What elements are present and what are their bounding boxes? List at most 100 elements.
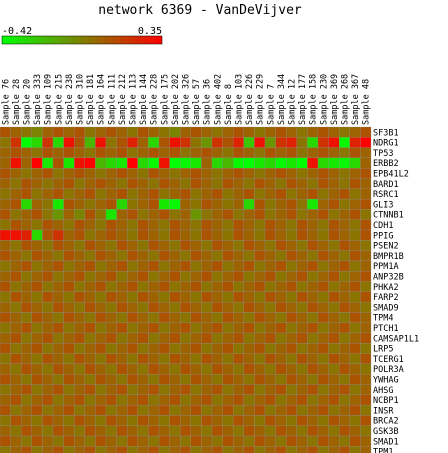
heatmap-cell: [95, 209, 107, 220]
heatmap-cell: [10, 271, 22, 282]
heatmap-cell: [339, 281, 350, 292]
heatmap-cell: [74, 301, 85, 313]
heatmap-cell: [211, 343, 223, 354]
heatmap-cell: [95, 435, 107, 447]
row-label: SMAD9: [373, 303, 399, 313]
column-label: Sample 28: [12, 79, 22, 125]
heatmap-cell: [169, 240, 181, 251]
heatmap-cell: [116, 250, 128, 262]
heatmap-cell: [158, 137, 170, 148]
heatmap-cell: [74, 137, 85, 148]
heatmap-cell: [275, 271, 287, 282]
heatmap-cell: [42, 178, 54, 189]
heatmap-cell: [63, 198, 75, 210]
heatmap-cell: [190, 219, 202, 231]
column-label: Sample 103: [235, 74, 245, 125]
heatmap-cell: [222, 415, 234, 426]
heatmap-cell: [360, 394, 372, 406]
heatmap-cell: [95, 198, 107, 210]
heatmap-cell: [31, 240, 43, 251]
heatmap-cell: [211, 374, 223, 385]
row-labels: SF3B1NDRG1TP53ERBB2EPB41L2BARD1RSRC1GLI3…: [373, 128, 419, 453]
heatmap-cell: [264, 384, 276, 395]
heatmap-cell: [254, 219, 266, 231]
heatmap-cell: [360, 157, 372, 169]
heatmap-cell: [169, 126, 181, 138]
heatmap-cell: [63, 291, 75, 303]
heatmap-cell: [349, 343, 361, 354]
heatmap-cell: [264, 343, 276, 354]
heatmap-cell: [105, 363, 117, 375]
heatmap-cell: [42, 240, 54, 251]
heatmap-cell: [116, 394, 128, 406]
heatmap-cell: [137, 271, 149, 282]
heatmap-cell: [275, 229, 287, 241]
heatmap-cell: [360, 301, 372, 313]
heatmap-cell: [84, 353, 96, 365]
heatmap-cell: [52, 137, 64, 148]
heatmap-cell: [254, 240, 266, 251]
heatmap-cell: [84, 240, 96, 251]
heatmap-cell: [84, 147, 96, 159]
heatmap-cell: [158, 353, 170, 365]
heatmap-cell: [148, 281, 160, 292]
heatmap-cell: [84, 229, 96, 241]
heatmap-cell: [275, 322, 287, 334]
heatmap-cell: [127, 188, 138, 200]
heatmap-cell: [286, 147, 297, 159]
heatmap-cell: [360, 240, 372, 251]
heatmap-cell: [243, 240, 255, 251]
heatmap-cell: [317, 312, 329, 323]
heatmap-cell: [317, 250, 329, 262]
heatmap-cell: [84, 343, 96, 354]
heatmap-cell: [296, 209, 308, 220]
heatmap-cell: [286, 425, 297, 437]
heatmap-cell: [0, 198, 11, 210]
heatmap-cell: [180, 415, 191, 426]
heatmap-cell: [264, 147, 276, 159]
heatmap-cell: [275, 209, 287, 220]
heatmap-cell: [211, 312, 223, 323]
heatmap-cell: [42, 137, 54, 148]
heatmap-cell: [296, 147, 308, 159]
heatmap-cell: [137, 240, 149, 251]
heatmap-cell: [84, 322, 96, 334]
heatmap-cell: [169, 394, 181, 406]
heatmap-cell: [42, 198, 54, 210]
heatmap-cell: [254, 353, 266, 365]
heatmap-cell: [42, 332, 54, 344]
heatmap-cell: [349, 209, 361, 220]
heatmap-cell: [296, 425, 308, 437]
heatmap-cell: [190, 343, 202, 354]
column-label: Sample 111: [107, 74, 117, 125]
heatmap-cell: [74, 404, 85, 416]
heatmap-cell: [307, 137, 319, 148]
heatmap-cell: [95, 343, 107, 354]
heatmap-cell: [211, 178, 223, 189]
column-label: Sample 8: [224, 84, 234, 125]
heatmap-cell: [339, 415, 350, 426]
heatmap-cell: [95, 332, 107, 344]
heatmap-cell: [307, 281, 319, 292]
heatmap-cell: [360, 363, 372, 375]
heatmap-cell: [317, 384, 329, 395]
heatmap-cell: [52, 322, 64, 334]
heatmap-cell: [148, 332, 160, 344]
heatmap-cell: [10, 168, 22, 179]
heatmap-cell: [116, 332, 128, 344]
heatmap-cell: [169, 250, 181, 262]
heatmap-cell: [52, 404, 64, 416]
heatmap-cell: [243, 374, 255, 385]
heatmap-cell: [286, 384, 297, 395]
heatmap-cell: [254, 281, 266, 292]
column-label: Sample 158: [309, 74, 319, 125]
heatmap-cell: [180, 343, 191, 354]
heatmap-cell: [169, 209, 181, 220]
heatmap-cell: [222, 425, 234, 437]
heatmap-cell: [0, 312, 11, 323]
heatmap-cell: [42, 394, 54, 406]
heatmap-cell: [339, 404, 350, 416]
heatmap-cell: [21, 281, 32, 292]
heatmap-cell: [31, 291, 43, 303]
